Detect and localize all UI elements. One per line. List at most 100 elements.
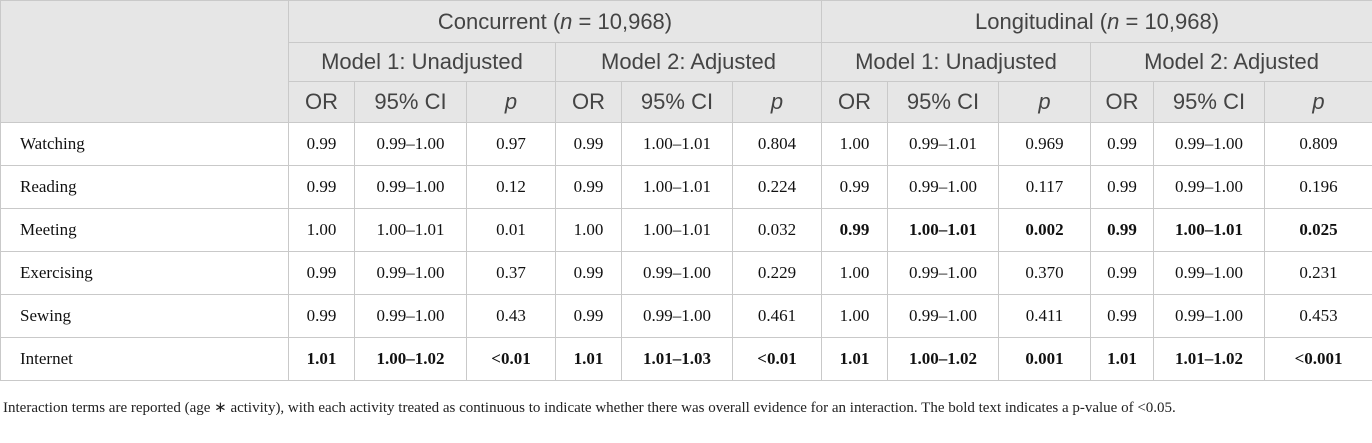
stat-header-or: OR	[555, 81, 622, 123]
table-cell: 0.99	[288, 122, 355, 166]
table-cell: 0.025	[1263, 208, 1372, 252]
table-cell: 0.809	[1263, 122, 1372, 166]
table-cell: 0.99	[821, 165, 888, 209]
stat-header-ci: 95% CI	[887, 81, 999, 123]
row-header-blank	[0, 0, 289, 123]
table-cell: 0.99	[1090, 165, 1154, 209]
table-cell: 0.99–1.00	[354, 251, 467, 295]
table-cell: 0.117	[998, 165, 1091, 209]
table-cell: 0.370	[998, 251, 1091, 295]
table-cell: 0.99–1.00	[621, 251, 733, 295]
table-cell: 0.99	[288, 294, 355, 338]
table-cell: 0.99–1.00	[1153, 165, 1265, 209]
table-cell: 0.99–1.01	[887, 122, 999, 166]
table-cell: 1.00–1.01	[621, 165, 733, 209]
stat-header-p: p	[732, 81, 822, 123]
table-cell: 1.00	[821, 294, 888, 338]
row-label: Meeting	[0, 208, 289, 252]
table-cell: 0.99	[555, 122, 622, 166]
table-cell: 0.99–1.00	[887, 294, 999, 338]
table-cell: 0.97	[466, 122, 556, 166]
table-cell: <0.01	[466, 337, 556, 381]
table-cell: 1.00	[288, 208, 355, 252]
table-cell: 1.00–1.01	[621, 122, 733, 166]
table-cell: 0.196	[1263, 165, 1372, 209]
table-cell: 0.99	[1090, 208, 1154, 252]
stat-header-p: p	[466, 81, 556, 123]
table-cell: 0.99–1.00	[354, 165, 467, 209]
model-header: Model 1: Unadjusted	[288, 42, 556, 82]
stat-header-ci: 95% CI	[354, 81, 467, 123]
table-cell: 0.99–1.00	[1153, 122, 1265, 166]
table-cell: 1.00–1.01	[887, 208, 999, 252]
table-cell: 0.12	[466, 165, 556, 209]
table-cell: <0.01	[732, 337, 822, 381]
table-cell: 1.00–1.02	[887, 337, 999, 381]
table-cell: 0.99	[821, 208, 888, 252]
model-header: Model 2: Adjusted	[555, 42, 822, 82]
table-cell: 1.01–1.03	[621, 337, 733, 381]
table-cell: 0.99	[288, 251, 355, 295]
table-cell: 0.99	[555, 251, 622, 295]
table-cell: 0.99–1.00	[1153, 251, 1265, 295]
table-row: Meeting 1.00 1.00–1.01 0.01 1.00 1.00–1.…	[0, 208, 1372, 252]
table-cell: 1.00	[555, 208, 622, 252]
table-cell: 1.01	[288, 337, 355, 381]
table-cell: 0.99	[1090, 122, 1154, 166]
model-header: Model 1: Unadjusted	[821, 42, 1091, 82]
table-cell: 0.99	[555, 294, 622, 338]
row-label: Exercising	[0, 251, 289, 295]
table-cell: 0.002	[998, 208, 1091, 252]
table-cell: 0.99–1.00	[621, 294, 733, 338]
table-cell: 1.01	[821, 337, 888, 381]
table-cell: 0.231	[1263, 251, 1372, 295]
table-cell: 0.99–1.00	[887, 251, 999, 295]
table-row: Reading 0.99 0.99–1.00 0.12 0.99 1.00–1.…	[0, 165, 1372, 209]
table-cell: 0.99	[1090, 294, 1154, 338]
model-header: Model 2: Adjusted	[1089, 42, 1372, 82]
table-cell: 0.969	[998, 122, 1091, 166]
table-cell: 0.229	[732, 251, 822, 295]
table-cell: 0.01	[466, 208, 556, 252]
table-cell: 0.224	[732, 165, 822, 209]
table-cell: 0.37	[466, 251, 556, 295]
table-cell: 0.99	[555, 165, 622, 209]
row-label: Reading	[0, 165, 289, 209]
header-row-groups: Concurrent (n = 10,968) Longitudinal (n …	[0, 0, 1372, 123]
stat-header-ci: 95% CI	[621, 81, 733, 123]
table-cell: <0.001	[1263, 337, 1372, 381]
table-cell: 1.01	[1090, 337, 1154, 381]
table-row: Sewing 0.99 0.99–1.00 0.43 0.99 0.99–1.0…	[0, 294, 1372, 338]
header-row-stats: OR 95% CI p OR 95% CI p OR 95% CI p OR 9…	[1, 81, 1372, 123]
row-label: Sewing	[0, 294, 289, 338]
table-cell: 0.804	[732, 122, 822, 166]
table-cell: 0.032	[732, 208, 822, 252]
table-cell: 0.99–1.00	[354, 122, 467, 166]
table-cell: 0.461	[732, 294, 822, 338]
group-header-longitudinal: Longitudinal (n = 10,968)	[820, 0, 1372, 43]
table-cell: 0.99	[288, 165, 355, 209]
row-label: Internet	[0, 337, 289, 381]
stat-header-p: p	[998, 81, 1091, 123]
stat-header-ci: 95% CI	[1153, 81, 1265, 123]
stat-header-or: OR	[1090, 81, 1154, 123]
table-cell: 1.00–1.01	[354, 208, 467, 252]
table-cell: 0.99	[1090, 251, 1154, 295]
table-footnote: Interaction terms are reported (age ∗ ac…	[3, 400, 1176, 416]
stat-header-or: OR	[821, 81, 888, 123]
row-label: Watching	[0, 122, 289, 166]
table-cell: 0.99–1.00	[1153, 294, 1265, 338]
results-table: Concurrent (n = 10,968) Longitudinal (n …	[0, 0, 1372, 381]
table-cell: 1.01	[555, 337, 622, 381]
table-cell: 1.00–1.02	[354, 337, 467, 381]
table-cell: 1.01–1.02	[1153, 337, 1265, 381]
table-cell: 0.43	[466, 294, 556, 338]
header-row-models: Model 1: Unadjusted Model 2: Adjusted Mo…	[1, 42, 1372, 82]
stat-header-or: OR	[288, 81, 355, 123]
table-cell: 0.99–1.00	[887, 165, 999, 209]
stat-header-p: p	[1263, 81, 1372, 123]
table-row: Watching 0.99 0.99–1.00 0.97 0.99 1.00–1…	[0, 122, 1372, 166]
table-cell: 1.00	[821, 251, 888, 295]
table-cell: 0.001	[998, 337, 1091, 381]
table-cell: 1.00–1.01	[621, 208, 733, 252]
